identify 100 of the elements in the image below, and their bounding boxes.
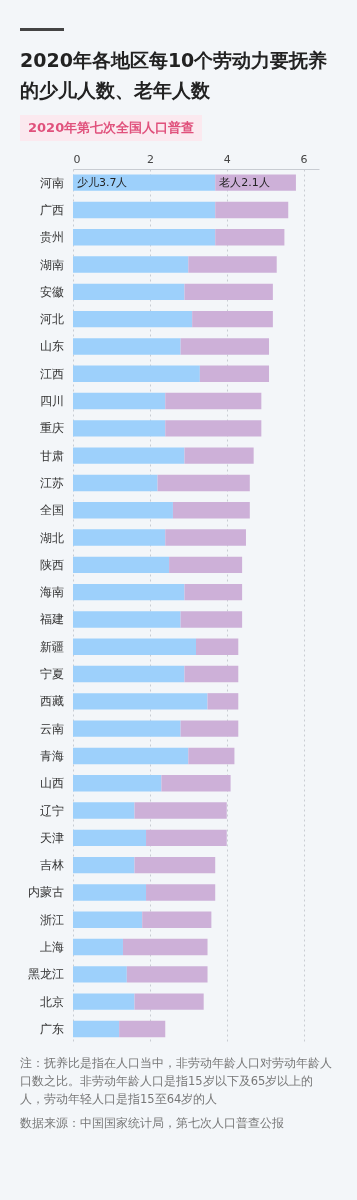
bar xyxy=(73,392,166,410)
y-tick-label: 湖北 xyxy=(39,530,64,545)
bar xyxy=(73,665,185,683)
y-tick-label: 四川 xyxy=(39,394,64,409)
bar xyxy=(73,938,123,956)
bar xyxy=(184,447,254,464)
x-tick-label: 0 xyxy=(73,153,81,167)
bar xyxy=(73,174,216,191)
x-tick-label: 4 xyxy=(223,153,231,167)
y-tick-label: 黑龙江 xyxy=(27,967,64,982)
y-tick-label: 甘肃 xyxy=(39,448,64,463)
y-tick-label: 内蒙古 xyxy=(27,885,64,900)
bar xyxy=(165,392,262,410)
bar xyxy=(73,283,185,301)
bar xyxy=(188,747,235,765)
y-tick-label: 浙江 xyxy=(39,912,64,927)
y-tick-label: 吉林 xyxy=(39,858,64,873)
bar xyxy=(142,911,212,928)
bar xyxy=(73,338,181,355)
y-tick-label: 江西 xyxy=(39,366,64,381)
bar xyxy=(73,365,200,382)
bar xyxy=(73,474,158,492)
bar xyxy=(73,775,162,792)
bar xyxy=(73,529,166,546)
bar xyxy=(196,638,239,655)
x-tick-label: 2 xyxy=(146,153,154,167)
bar xyxy=(73,693,208,710)
bar xyxy=(73,856,135,874)
y-tick-label: 宁夏 xyxy=(39,667,64,682)
bar xyxy=(157,474,250,492)
bar xyxy=(122,938,208,956)
y-tick-label: 云南 xyxy=(39,721,64,736)
y-tick-label: 福建 xyxy=(39,612,64,627)
y-tick-label: 江苏 xyxy=(39,475,64,490)
y-tick-label: 贵州 xyxy=(39,230,64,245)
bar xyxy=(73,993,135,1010)
y-tick-label: 海南 xyxy=(39,585,64,600)
source-note: 数据来源：中国国家统计局，第七次人口普查公报 xyxy=(20,1114,285,1132)
bar xyxy=(73,256,189,273)
bar xyxy=(134,802,227,819)
x-tick-label: 6 xyxy=(300,153,308,167)
y-tick-label: 河北 xyxy=(39,312,64,327)
y-tick-label: 广东 xyxy=(39,1021,64,1036)
bar xyxy=(199,365,270,382)
bar xyxy=(146,829,227,847)
bar xyxy=(215,229,285,246)
y-tick-label: 北京 xyxy=(39,994,64,1009)
y-tick-label: 天津 xyxy=(39,830,64,845)
bar xyxy=(184,583,243,601)
bar xyxy=(134,993,204,1010)
bar xyxy=(73,502,173,519)
bar xyxy=(73,583,185,601)
bar xyxy=(73,829,147,847)
text: 注：抚养比是指在人口当中，非劳动年龄人口对劳动年龄人口数之比。非劳动年龄人口是指15岁以下及65岁以上的人，劳动年轻人口是指15至64岁的人 xyxy=(20,1054,333,1108)
y-tick-label: 西藏 xyxy=(39,694,64,709)
bar xyxy=(188,256,277,273)
y-tick-label: 河南 xyxy=(39,175,64,190)
bar xyxy=(215,201,289,219)
chart-subtitle: 2020年第七次全国人口普查 xyxy=(20,115,203,141)
bar xyxy=(73,310,193,328)
bar xyxy=(73,447,185,464)
bar xyxy=(165,529,246,546)
y-tick-label: 新疆 xyxy=(39,639,64,654)
chart-title: 2020年各地区每10个劳动力要抚养的少儿人数、老年人数 xyxy=(20,48,329,103)
bar xyxy=(73,966,127,983)
bar xyxy=(73,1020,120,1038)
y-tick-label: 湖南 xyxy=(39,257,64,272)
bar xyxy=(73,420,166,437)
bar xyxy=(134,856,216,874)
data-label: 少儿3.7人 xyxy=(77,175,128,189)
y-tick-label: 山西 xyxy=(39,776,64,791)
data-label: 老人2.1人 xyxy=(219,175,270,189)
bar xyxy=(119,1020,166,1038)
bar xyxy=(172,502,250,519)
bar xyxy=(180,720,239,737)
y-tick-label: 全国 xyxy=(39,503,64,518)
bar xyxy=(73,720,181,737)
bar xyxy=(73,911,143,928)
bar xyxy=(192,310,273,328)
y-tick-label: 广西 xyxy=(39,202,64,217)
bar xyxy=(126,966,208,983)
y-tick-label: 重庆 xyxy=(39,421,64,436)
bar xyxy=(73,747,189,765)
bar xyxy=(207,693,239,710)
y-tick-label: 陕西 xyxy=(39,557,64,572)
bar xyxy=(73,611,181,628)
bar xyxy=(73,638,196,655)
y-tick-label: 山东 xyxy=(39,339,64,354)
bar xyxy=(161,775,231,792)
y-tick-label: 辽宁 xyxy=(39,803,64,818)
y-tick-label: 青海 xyxy=(39,748,64,763)
bar xyxy=(180,611,243,628)
bar xyxy=(169,556,243,574)
bar xyxy=(73,802,135,819)
bar xyxy=(73,556,170,574)
bar xyxy=(165,420,262,437)
y-tick-label: 安徽 xyxy=(39,284,64,299)
bar xyxy=(73,884,147,901)
y-tick-label: 上海 xyxy=(39,940,64,955)
bar xyxy=(180,338,270,355)
